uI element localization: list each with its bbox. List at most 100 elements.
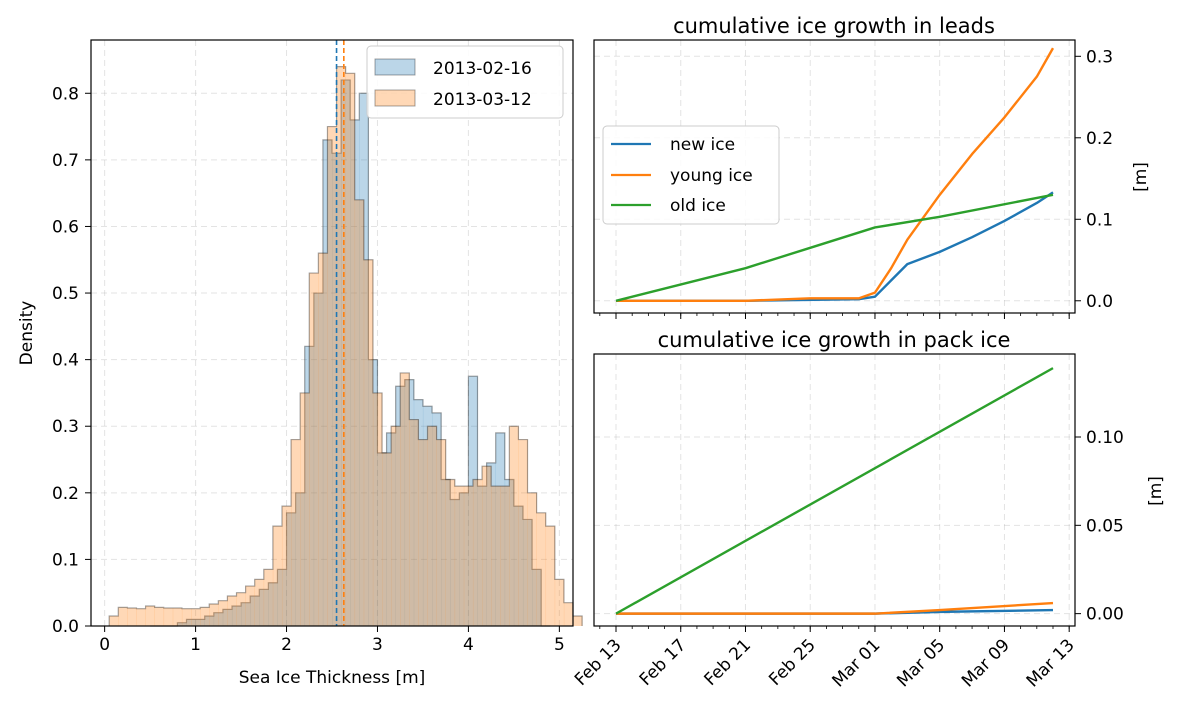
histogram-bar: [136, 608, 146, 626]
y-tick-label: 0.0: [52, 617, 79, 637]
histogram-xlabel: Sea Ice Thickness [m]: [239, 668, 426, 688]
x-tick-label: 4: [463, 635, 474, 655]
histogram-bar: [191, 608, 201, 626]
y-tick-label: 0.8: [52, 84, 79, 104]
histogram-bar: [318, 253, 328, 626]
histogram-panel: 0 1 2 3 4 5 0.0 0.1 0.2 0.3 0.4 0.5 0.6 0.7 0.8 Sea Ic…: [17, 39, 583, 688]
y-tick-label: 0.1: [52, 550, 79, 570]
histogram-bar: [127, 608, 137, 626]
histogram-bar: [118, 607, 128, 626]
histogram-bar: [482, 466, 492, 626]
histogram-bar: [454, 486, 465, 626]
x-tick-label: 1: [190, 635, 201, 655]
histogram-bar: [372, 392, 383, 626]
histogram-bar: [186, 619, 196, 626]
histogram-outline: [150, 79, 551, 627]
histogram-bar: [195, 619, 205, 626]
histogram-bar: [218, 600, 228, 626]
histogram-bar: [563, 602, 574, 626]
x-tick-label: Mar 09: [958, 635, 1014, 691]
histogram-bar: [377, 452, 387, 626]
x-tick-label: Feb 17: [636, 635, 691, 690]
histogram-bar: [154, 607, 165, 626]
y-tick-label: 0.0: [1086, 292, 1113, 312]
histogram-bar: [304, 346, 315, 626]
histogram-bar: [573, 616, 583, 626]
histogram-bar: [436, 439, 446, 626]
histogram-bar: [291, 439, 301, 626]
histogram-bar: [295, 492, 306, 626]
histogram-bar: [163, 608, 174, 626]
series-line-new-ice: [616, 191, 1054, 302]
histogram-bar: [522, 519, 533, 626]
legend-label-old-ice: old ice: [670, 196, 726, 216]
histogram-bar: [341, 79, 351, 627]
histogram-bar: [272, 526, 283, 626]
histogram-bar: [486, 462, 496, 626]
y-tick-label: 0.4: [52, 351, 79, 371]
histogram-bar: [363, 259, 374, 626]
histogram-bar: [504, 479, 515, 626]
pack-ice-lines: [615, 367, 1054, 615]
histogram-bar: [350, 119, 360, 626]
series-line-young-ice: [616, 601, 1054, 615]
histogram-bar: [450, 499, 460, 626]
histogram-bar: [222, 609, 233, 626]
series-line-old-ice: [615, 367, 1054, 615]
leads-ticks: 0.0 0.1 0.2 0.3: [599, 47, 1113, 319]
histogram-bar: [395, 386, 406, 626]
histogram-bar: [409, 419, 419, 626]
histogram-bar: [213, 612, 224, 626]
histogram-bar: [422, 406, 433, 626]
histogram-ylabel: Density: [17, 301, 37, 366]
histogram-bar: [391, 426, 401, 626]
x-tick-label: 3: [372, 635, 383, 655]
histogram-bar: [300, 392, 310, 626]
histogram-bar: [313, 293, 324, 626]
legend-label-2013-03-12: 2013-03-12: [433, 90, 532, 110]
series-line-old-ice: [615, 193, 1054, 302]
series-line-young-ice: [616, 47, 1055, 302]
pack-ice-ticks: Feb 13 Feb 17 Feb 21 Feb 25 Mar 01 Mar 05 Mar …: [571, 428, 1124, 691]
histogram-bar: [172, 608, 183, 626]
leads-title: cumulative ice growth in leads: [673, 14, 995, 38]
x-tick-label: 5: [554, 635, 565, 655]
y-tick-label: 0.10: [1086, 428, 1124, 448]
x-tick-label: Mar 01: [829, 635, 885, 691]
histogram-bar: [413, 399, 424, 626]
leads-legend: new ice young ice old ice: [602, 125, 780, 225]
histogram-bar: [463, 486, 474, 626]
histogram-bar: [277, 569, 287, 626]
legend-swatch-2013-02-16: [374, 58, 416, 76]
histogram-bar: [545, 526, 556, 626]
histogram-bar: [495, 432, 506, 626]
histogram-bar: [368, 359, 378, 626]
histogram-bar: [236, 592, 246, 626]
histogram-legend: 2013-02-16 2013-03-12: [366, 45, 564, 119]
histogram-bar: [459, 492, 469, 626]
histogram-bar: [536, 512, 547, 626]
histogram-bar: [286, 512, 296, 626]
histogram-bar: [268, 582, 278, 626]
y-tick-label: 0.5: [52, 284, 79, 304]
y-tick-label: 0.6: [52, 217, 79, 237]
histogram-bar: [532, 569, 542, 626]
leads-ylabel: [m]: [1131, 162, 1151, 192]
histogram-bar: [445, 479, 456, 626]
x-tick-label: Mar 13: [1023, 635, 1079, 691]
histogram-bar: [209, 604, 219, 626]
histogram-bar: [263, 569, 274, 626]
histogram-bar: [500, 486, 510, 626]
x-tick-label: Mar 05: [893, 635, 949, 691]
histogram-bar: [254, 579, 265, 626]
histogram-mean-lines: [335, 40, 345, 626]
histogram-bar: [177, 622, 187, 626]
y-tick-label: 0.3: [52, 417, 79, 437]
histogram-bar: [181, 608, 192, 626]
histogram-bar: [359, 93, 369, 627]
histogram-bar: [231, 606, 242, 626]
y-tick-label: 0.05: [1086, 516, 1124, 536]
legend-swatch-2013-03-12: [374, 89, 416, 107]
histogram-bar: [227, 596, 237, 626]
histogram-bars: [108, 66, 583, 627]
